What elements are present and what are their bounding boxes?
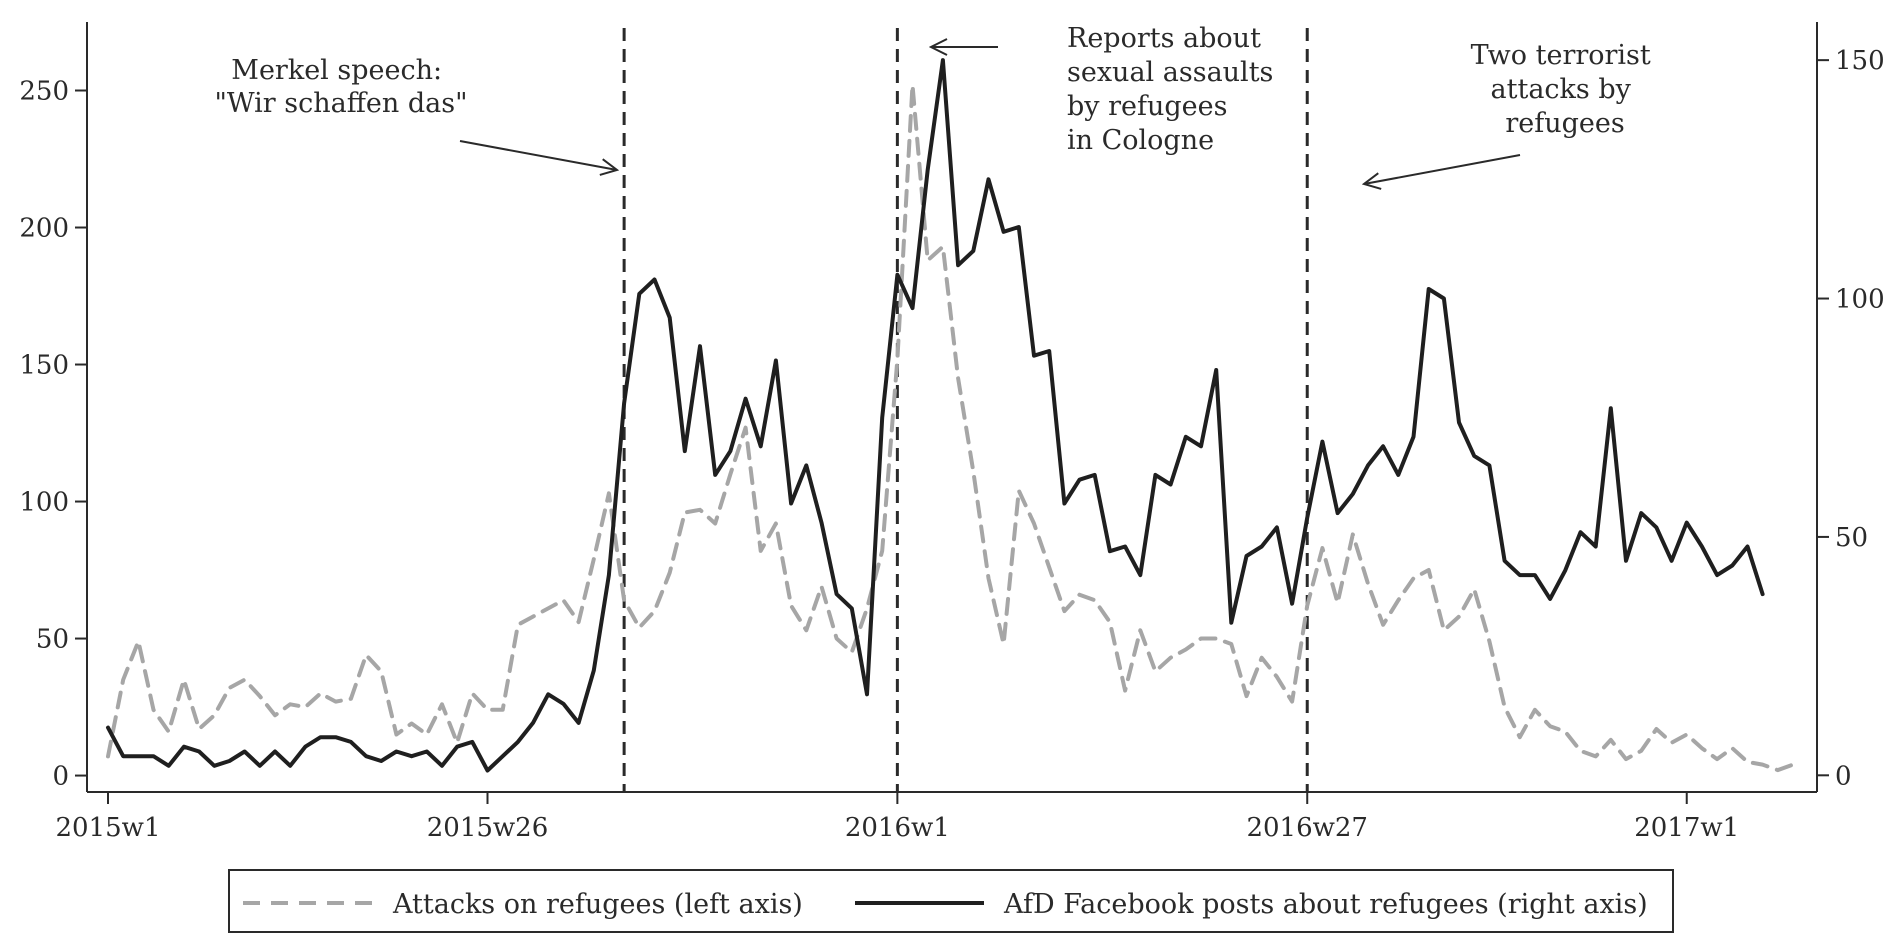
right-axis-ticks: 0 50 100 150: [1817, 46, 1885, 791]
left-tick-label: 250: [19, 77, 69, 107]
right-tick-label: 150: [1835, 46, 1885, 76]
x-tick-label: 2015w26: [427, 813, 549, 843]
annotation-cologne: Reports about sexual assaults by refugee…: [931, 23, 1282, 156]
left-tick-label: 200: [19, 214, 69, 244]
left-tick-label: 150: [19, 351, 69, 381]
left-tick-label: 50: [36, 625, 69, 655]
annotation-cologne-line-3: by refugees: [1067, 91, 1227, 122]
legend-label-attacks: Attacks on refugees (left axis): [392, 889, 803, 920]
annotation-cologne-line-1: Reports about: [1067, 23, 1261, 54]
x-tick-label: 2016w1: [845, 813, 950, 843]
annotation-terrorist-line-1: Two terrorist: [1471, 40, 1651, 71]
x-axis-ticks: 2015w1 2015w26 2016w1 2016w27 2017w1: [56, 792, 1739, 843]
annotation-merkel-arrow: [459, 140, 617, 170]
left-tick-label: 100: [19, 488, 69, 518]
svg-text:Reports about sexual ass: Reports about sexual assaults by refugee…: [1067, 23, 1282, 156]
annotation-merkel-line-2: "Wir schaffen das": [214, 88, 467, 119]
annotation-terrorist: Two terrorist attacks by refugees: [1364, 40, 1660, 184]
annotation-merkel: Merkel speech: "Wir schaffen das": [214, 55, 617, 170]
right-tick-label: 0: [1835, 761, 1852, 791]
annotation-cologne-line-4: in Cologne: [1067, 125, 1214, 156]
series-line-afd: [106, 58, 1765, 773]
annotation-terrorist-arrow: [1364, 154, 1521, 184]
annotation-merkel-line-1: Merkel speech:: [231, 55, 442, 86]
right-tick-label: 100: [1835, 285, 1885, 315]
annotation-terrorist-line-3: refugees: [1505, 108, 1624, 139]
annotation-terrorist-line-2: attacks by: [1491, 74, 1632, 105]
x-tick-label: 2015w1: [56, 813, 161, 843]
legend: Attacks on refugees (left axis) AfD Face…: [228, 869, 1674, 933]
series-line-attacks: [106, 83, 1795, 773]
svg-text:Two terrorist attacks by: Two terrorist attacks by refugees: [1471, 40, 1660, 139]
series-layer: [106, 58, 1795, 773]
left-axis-ticks: 0 50 100 150 200 250: [19, 77, 87, 792]
x-tick-label: 2016w27: [1246, 813, 1368, 843]
x-tick-label: 2017w1: [1634, 813, 1739, 843]
legend-label-afd: AfD Facebook posts about refugees (right…: [1003, 889, 1648, 920]
annotation-cologne-line-2: sexual assaults: [1067, 57, 1273, 88]
left-tick-label: 0: [52, 762, 69, 792]
svg-text:Merkel speech: "Wir scha: Merkel speech: "Wir schaffen das": [214, 55, 467, 119]
right-tick-label: 50: [1835, 523, 1868, 553]
